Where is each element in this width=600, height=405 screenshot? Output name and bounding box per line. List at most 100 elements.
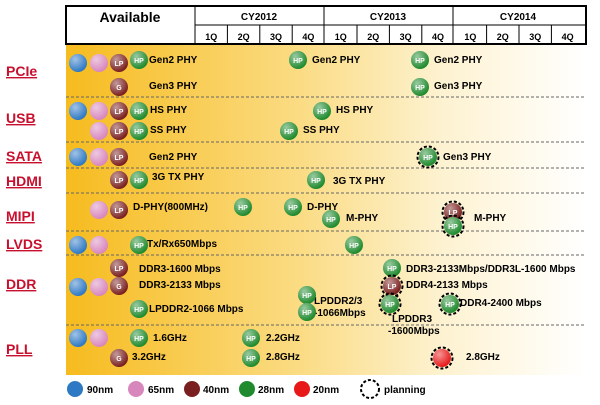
node-badge: HP bbox=[317, 109, 327, 116]
node-badge: HP bbox=[246, 336, 256, 343]
item-label: 3.2GHz bbox=[132, 352, 166, 363]
node-badge: HP bbox=[134, 243, 144, 250]
node-bubble-28nm: HP bbox=[378, 292, 402, 316]
node-bubble-65nm bbox=[90, 122, 108, 140]
quarter-label: 3Q bbox=[529, 32, 541, 42]
node-bubble-90nm bbox=[69, 329, 87, 347]
item-label: -1600Mbps bbox=[388, 326, 440, 337]
quarter-label: 4Q bbox=[562, 32, 574, 42]
category-usb: USB bbox=[6, 110, 36, 126]
node-bubble-28nm: HP bbox=[242, 349, 260, 367]
item-label: DDR4-2133 Mbps bbox=[406, 280, 488, 291]
node-badge: HP bbox=[448, 224, 458, 231]
node-badge: G bbox=[116, 356, 122, 363]
node-badge: G bbox=[116, 284, 122, 291]
item-label: DDR4-2400 Mbps bbox=[460, 298, 542, 309]
node-badge: LP bbox=[115, 129, 124, 136]
node-badge: HP bbox=[415, 58, 425, 65]
legend-swatch-28nm bbox=[239, 381, 255, 397]
node-badge: HP bbox=[311, 178, 321, 185]
item-label: DDR3-1600 Mbps bbox=[139, 264, 221, 275]
node-badge: HP bbox=[326, 217, 336, 224]
node-bubble-28nm: HP bbox=[284, 198, 302, 216]
node-badge: HP bbox=[387, 266, 397, 273]
item-label: Gen3 PHY bbox=[443, 152, 492, 163]
planning-ring bbox=[438, 292, 462, 316]
legend-label-28nm: 28nm bbox=[258, 385, 284, 396]
node-bubble-28nm: HP bbox=[383, 259, 401, 277]
node-bubble-90nm bbox=[69, 148, 87, 166]
item-label: SS PHY bbox=[303, 125, 340, 136]
node-badge: LP bbox=[115, 61, 124, 68]
node-badge: G bbox=[116, 85, 122, 92]
legend-swatch-20nm bbox=[294, 381, 310, 397]
node-bubble-40nm: LP bbox=[110, 122, 128, 140]
node-bubble-28nm: HP bbox=[130, 171, 148, 189]
planning-ring bbox=[378, 292, 402, 316]
node-badge: HP bbox=[302, 293, 312, 300]
node-bubble-28nm: HP bbox=[130, 122, 148, 140]
node-badge: LP bbox=[115, 155, 124, 162]
planning-ring bbox=[441, 214, 465, 238]
node-badge: LP bbox=[115, 109, 124, 116]
quarter-label: 2Q bbox=[238, 32, 250, 42]
item-label: D-PHY bbox=[307, 202, 338, 213]
node-badge: HP bbox=[423, 155, 433, 162]
legend-label-65nm: 65nm bbox=[148, 385, 174, 396]
node-badge: HP bbox=[134, 129, 144, 136]
item-label: DDR3-2133Mbps/DDR3L-1600 Mbps bbox=[406, 264, 576, 275]
legend-swatch-65nm bbox=[128, 381, 144, 397]
node-bubble-28nm: HP bbox=[130, 300, 148, 318]
quarter-label: 1Q bbox=[335, 32, 347, 42]
node-badge: HP bbox=[445, 302, 455, 309]
quarter-label: 1Q bbox=[464, 32, 476, 42]
item-label: Tx/Rx650Mbps bbox=[147, 239, 217, 250]
legend-label-90nm: 90nm bbox=[87, 385, 113, 396]
node-bubble-40nm: LP bbox=[110, 171, 128, 189]
year-label-2014: CY2014 bbox=[500, 12, 537, 23]
quarter-label: 4Q bbox=[302, 32, 314, 42]
quarter-label: 3Q bbox=[270, 32, 282, 42]
item-label: LPDDR2/3 bbox=[314, 296, 363, 307]
node-bubble-28nm: HP bbox=[441, 214, 465, 238]
legend-label-planning: planning bbox=[384, 385, 426, 396]
item-label: LPDDR2-1066 Mbps bbox=[149, 304, 244, 315]
item-label: 3G TX PHY bbox=[152, 172, 205, 183]
node-badge: HP bbox=[293, 58, 303, 65]
node-bubble-65nm bbox=[90, 236, 108, 254]
node-bubble-28nm: HP bbox=[298, 286, 316, 304]
node-badge: HP bbox=[288, 205, 298, 212]
category-lvds: LVDS bbox=[6, 236, 42, 252]
legend-swatch-40nm bbox=[184, 381, 200, 397]
item-label: Gen3 PHY bbox=[434, 81, 483, 92]
node-bubble-28nm: HP bbox=[322, 210, 340, 228]
node-badge: LP bbox=[115, 178, 124, 185]
item-label: Gen2 PHY bbox=[312, 55, 361, 66]
node-badge: LP bbox=[449, 210, 458, 217]
node-badge: HP bbox=[415, 85, 425, 92]
node-bubble-28nm: HP bbox=[411, 78, 429, 96]
node-bubble-28nm: HP bbox=[416, 145, 440, 169]
node-bubble-28nm: HP bbox=[345, 236, 363, 254]
node-bubble-28nm: HP bbox=[280, 122, 298, 140]
node-bubble-90nm bbox=[69, 236, 87, 254]
quarter-label: 2Q bbox=[497, 32, 509, 42]
category-ddr: DDR bbox=[6, 276, 36, 292]
node-badge: HP bbox=[134, 109, 144, 116]
category-pcie: PCIe bbox=[6, 63, 37, 79]
item-label: 3G TX PHY bbox=[333, 176, 386, 187]
node-bubble-65nm bbox=[90, 102, 108, 120]
item-label: M-PHY bbox=[474, 213, 507, 224]
node-bubble-65nm bbox=[90, 148, 108, 166]
legend-swatch-90nm bbox=[67, 381, 83, 397]
item-label: Gen2 PHY bbox=[149, 152, 198, 163]
node-bubble-28nm: HP bbox=[307, 171, 325, 189]
node-badge: LP bbox=[388, 284, 397, 291]
node-badge: HP bbox=[134, 307, 144, 314]
item-label: 2.8GHz bbox=[266, 352, 300, 363]
node-badge: HP bbox=[302, 310, 312, 317]
quarter-label: 2Q bbox=[367, 32, 379, 42]
category-hdmi: HDMI bbox=[6, 173, 42, 189]
category-pll: PLL bbox=[6, 341, 33, 357]
